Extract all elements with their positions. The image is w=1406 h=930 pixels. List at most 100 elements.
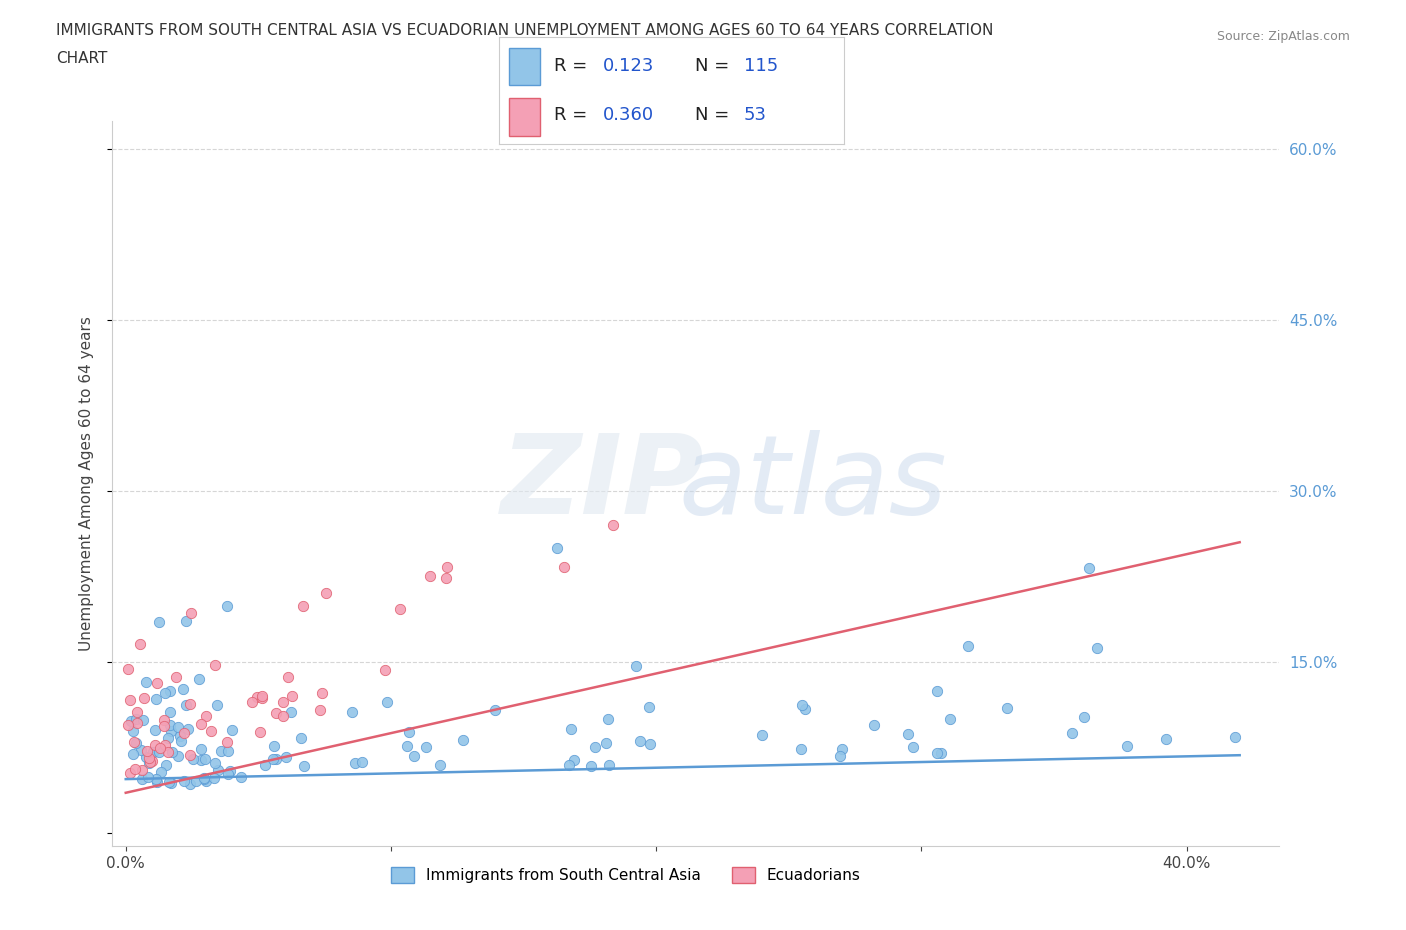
- Point: [190, 752, 212, 767]
- Point: [217, 766, 239, 781]
- Point: [173, 774, 195, 789]
- Point: [415, 739, 437, 754]
- Point: [145, 676, 167, 691]
- Point: [160, 724, 183, 738]
- Point: [157, 730, 180, 745]
- Point: [131, 763, 153, 777]
- Point: [207, 762, 229, 777]
- Point: [598, 757, 620, 772]
- Text: CHART: CHART: [56, 51, 108, 66]
- Point: [451, 733, 474, 748]
- Point: [280, 704, 302, 719]
- Point: [145, 771, 167, 786]
- Point: [863, 717, 886, 732]
- Point: [148, 615, 170, 630]
- Point: [957, 638, 980, 653]
- Point: [250, 689, 273, 704]
- Point: [929, 745, 952, 760]
- Point: [143, 737, 166, 752]
- Point: [153, 712, 176, 727]
- Point: [157, 775, 180, 790]
- Point: [122, 735, 145, 750]
- Point: [546, 541, 568, 556]
- Point: [159, 684, 181, 698]
- Point: [274, 750, 297, 764]
- Point: [159, 717, 181, 732]
- Point: [120, 714, 142, 729]
- Point: [579, 759, 602, 774]
- Point: [254, 758, 277, 773]
- Point: [1223, 730, 1246, 745]
- Point: [309, 703, 332, 718]
- Point: [135, 750, 157, 764]
- Point: [118, 692, 141, 707]
- FancyBboxPatch shape: [509, 99, 540, 136]
- Point: [830, 749, 852, 764]
- Point: [1085, 641, 1108, 656]
- Point: [558, 758, 581, 773]
- Point: [165, 669, 187, 684]
- Text: N =: N =: [696, 57, 735, 75]
- Point: [160, 745, 183, 760]
- Point: [155, 758, 177, 773]
- Point: [896, 726, 918, 741]
- Point: [315, 585, 337, 600]
- Point: [404, 749, 426, 764]
- Point: [132, 712, 155, 727]
- Point: [129, 637, 152, 652]
- Point: [595, 736, 617, 751]
- Point: [1073, 710, 1095, 724]
- Point: [596, 712, 619, 727]
- Legend: Immigrants from South Central Asia, Ecuadorians: Immigrants from South Central Asia, Ecua…: [385, 861, 868, 889]
- Point: [395, 739, 418, 754]
- Point: [398, 724, 420, 739]
- Point: [193, 771, 215, 786]
- Point: [188, 672, 211, 687]
- Point: [139, 755, 162, 770]
- Point: [375, 695, 398, 710]
- Point: [311, 686, 333, 701]
- Point: [200, 724, 222, 738]
- Point: [560, 721, 582, 736]
- Point: [277, 670, 299, 684]
- Point: [125, 715, 148, 730]
- Point: [194, 752, 217, 767]
- Point: [638, 699, 661, 714]
- Point: [342, 705, 364, 720]
- Point: [204, 756, 226, 771]
- Point: [124, 762, 146, 777]
- Point: [190, 716, 212, 731]
- Point: [429, 758, 451, 773]
- Text: R =: R =: [554, 106, 593, 125]
- Point: [553, 559, 575, 574]
- Point: [148, 744, 170, 759]
- Point: [215, 598, 238, 613]
- Point: [291, 599, 314, 614]
- Point: [124, 736, 146, 751]
- Point: [179, 777, 201, 791]
- Point: [117, 718, 139, 733]
- Point: [125, 705, 148, 720]
- Point: [292, 759, 315, 774]
- Text: 53: 53: [744, 106, 766, 125]
- Point: [142, 745, 165, 760]
- Point: [143, 723, 166, 737]
- Point: [1078, 561, 1101, 576]
- Point: [262, 751, 284, 766]
- Point: [167, 720, 190, 735]
- Point: [136, 770, 159, 785]
- Point: [352, 754, 374, 769]
- Point: [217, 744, 239, 759]
- Point: [156, 745, 179, 760]
- Point: [389, 602, 412, 617]
- Point: [419, 569, 441, 584]
- Point: [927, 684, 949, 698]
- Point: [344, 756, 367, 771]
- Point: [169, 728, 191, 743]
- Point: [173, 725, 195, 740]
- Text: atlas: atlas: [678, 430, 948, 538]
- Point: [194, 709, 217, 724]
- Point: [790, 741, 813, 756]
- Text: 0.123: 0.123: [603, 57, 654, 75]
- Point: [209, 744, 232, 759]
